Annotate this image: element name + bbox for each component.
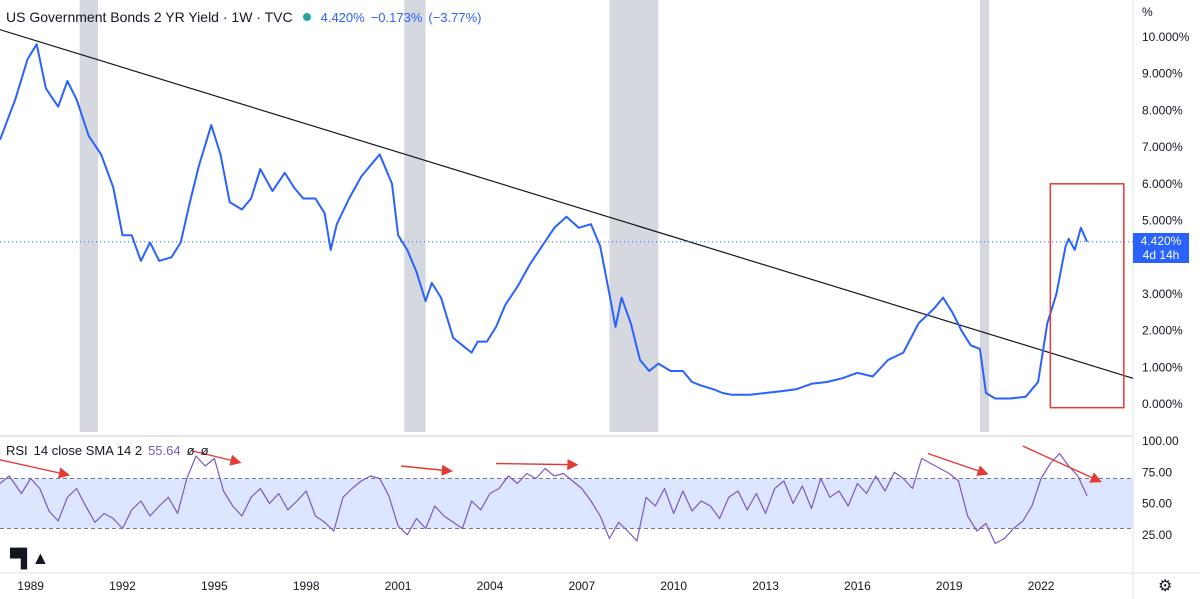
price-y-tick-label: 7.000% <box>1142 140 1183 154</box>
price-y-unit-label: % <box>1142 5 1153 19</box>
last-price-tag-value: 4.420% <box>1140 234 1182 248</box>
price-change: −0.173% <box>370 9 423 25</box>
x-tick-label: 1992 <box>109 579 136 593</box>
x-tick-label: 2004 <box>477 579 504 593</box>
bar-countdown: 4d 14h <box>1142 248 1180 262</box>
recession-band-1 <box>404 0 426 432</box>
rsi-y-tick-label: 75.00 <box>1142 465 1172 479</box>
price-y-tick-label: 0.000% <box>1142 397 1183 411</box>
rsi-line <box>0 452 1088 545</box>
rsi-y-tick-label: 100.00 <box>1142 434 1179 448</box>
trendline <box>0 29 1134 379</box>
divergence-arrow-5 <box>1022 445 1102 483</box>
price-y-tick-label: 6.000% <box>1142 177 1183 191</box>
rsi-params: 14 close SMA 14 2 <box>33 443 143 458</box>
x-tick-label: 2016 <box>844 579 871 593</box>
x-tick-label: 2022 <box>1028 579 1055 593</box>
rsi-series <box>0 452 1088 545</box>
price-y-tick-label: 5.000% <box>1142 214 1183 228</box>
rsi-band-fill <box>0 478 1133 529</box>
price-line <box>0 43 1089 400</box>
divergence-arrow-3 <box>496 459 579 471</box>
gear-icon[interactable]: ⚙ <box>1158 578 1173 595</box>
rsi-label: RSI <box>6 443 28 458</box>
price-y-tick-label: 3.000% <box>1142 287 1183 301</box>
price-y-tick-label: 1.000% <box>1142 360 1183 374</box>
x-tick-label: 2013 <box>752 579 779 593</box>
x-tick-label: 2007 <box>568 579 595 593</box>
rsi-extra-1: ø <box>186 443 195 458</box>
x-tick-label: 2019 <box>936 579 963 593</box>
x-tick-label: 2010 <box>660 579 687 593</box>
price-series <box>0 43 1133 400</box>
x-tick-label: 1998 <box>293 579 320 593</box>
divergence-arrow-0 <box>0 459 71 479</box>
price-values: 4.420% −0.173% (−3.77%) <box>321 10 482 25</box>
tradingview-logo-icon[interactable]: ▀▌▲ <box>10 548 49 568</box>
market-status-icon <box>302 13 311 21</box>
rsi-y-tick-label: 50.00 <box>1142 497 1172 511</box>
divergence-arrow-4 <box>927 452 989 477</box>
recession-band-0 <box>79 0 98 432</box>
recession-bands <box>79 0 990 432</box>
symbol-title[interactable]: US Government Bonds 2 YR Yield · 1W · TV… <box>6 9 293 25</box>
price-y-tick-label: 10.000% <box>1142 30 1190 44</box>
trendline-line <box>0 29 1134 379</box>
rsi-y-tick-label: 25.00 <box>1142 528 1172 542</box>
rsi-value: 55.64 <box>148 443 181 458</box>
highlight-box <box>1049 183 1125 409</box>
x-tick-label: 2001 <box>385 579 412 593</box>
rsi-extra-2: ø <box>200 443 209 458</box>
price-y-tick-label: 2.000% <box>1142 324 1183 338</box>
divergence-arrow-2 <box>401 464 453 476</box>
price-y-axis[interactable]: 0.000%1.000%2.000%3.000%4.000%5.000%6.00… <box>1142 5 1190 411</box>
rsi-y-axis[interactable]: 25.00 50.00 75.00 100.00 <box>1142 434 1179 542</box>
x-tick-label: 1995 <box>201 579 228 593</box>
time-x-axis[interactable]: 1989 1992 1995 1998 2001 2004 2007 2010 2013 2016… <box>17 579 1055 593</box>
chart-header: US Government Bonds 2 YR Yield · 1W · TV… <box>6 6 482 28</box>
last-price-tag: 4.420% 4d 14h <box>1133 233 1189 263</box>
price-y-tick-label: 8.000% <box>1142 103 1183 117</box>
recession-band-2 <box>609 0 659 432</box>
price-y-tick-label: 9.000% <box>1142 67 1183 81</box>
annotations <box>0 183 1125 483</box>
rsi-legend[interactable]: RSI 14 close SMA 14 2 55.64 ø ø <box>6 443 209 458</box>
divergence-arrow-1 <box>192 450 242 466</box>
recession-band-3 <box>979 0 990 432</box>
rsi-band <box>0 478 1133 529</box>
price-change-pct: (−3.77%) <box>428 9 482 25</box>
last-price: 4.420% <box>320 9 365 25</box>
x-tick-label: 1989 <box>17 579 44 593</box>
